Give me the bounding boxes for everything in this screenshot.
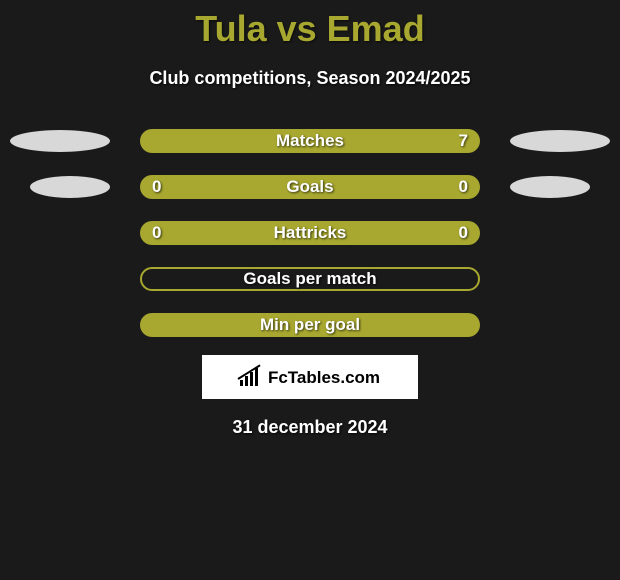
stat-row: 0 Hattricks 0 <box>140 221 480 245</box>
subtitle: Club competitions, Season 2024/2025 <box>0 68 620 89</box>
stat-right-value: 0 <box>459 223 468 243</box>
stat-row: Matches 7 <box>140 129 480 153</box>
stat-row: Goals per match <box>140 267 480 291</box>
right-placeholder <box>510 314 610 336</box>
stats-rows: Matches 7 0 Goals 0 0 Hattricks 0 Goals … <box>0 129 620 337</box>
stat-right-value: 0 <box>459 177 468 197</box>
row-matches: Matches 7 <box>0 129 620 153</box>
left-placeholder <box>10 222 110 244</box>
left-dot <box>30 176 110 198</box>
row-hattricks: 0 Hattricks 0 <box>0 221 620 245</box>
stat-row: Min per goal <box>140 313 480 337</box>
stat-label: Goals per match <box>243 269 376 289</box>
date: 31 december 2024 <box>0 417 620 438</box>
left-placeholder <box>10 268 110 290</box>
stat-label: Matches <box>276 131 344 151</box>
stat-left-value: 0 <box>152 223 161 243</box>
stat-left-value: 0 <box>152 177 161 197</box>
row-goals-per-match: Goals per match <box>0 267 620 291</box>
logo-text: FcTables.com <box>268 369 380 386</box>
row-min-per-goal: Min per goal <box>0 313 620 337</box>
stat-label: Goals <box>286 177 333 197</box>
left-placeholder <box>10 314 110 336</box>
row-goals: 0 Goals 0 <box>0 175 620 199</box>
stat-label: Min per goal <box>260 315 360 335</box>
stat-right-value: 7 <box>459 131 468 151</box>
right-dot <box>510 130 610 152</box>
right-placeholder <box>510 222 610 244</box>
right-dot <box>510 176 590 198</box>
stat-row: 0 Goals 0 <box>140 175 480 199</box>
chart-icon <box>240 368 262 386</box>
left-dot <box>10 130 110 152</box>
right-placeholder <box>510 268 610 290</box>
page-title: Tula vs Emad <box>0 0 620 50</box>
fctables-logo[interactable]: FcTables.com <box>202 355 418 399</box>
stat-label: Hattricks <box>274 223 347 243</box>
